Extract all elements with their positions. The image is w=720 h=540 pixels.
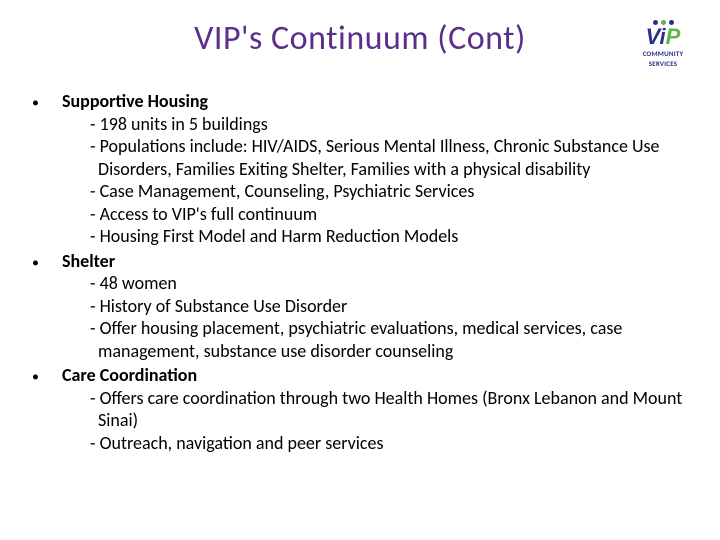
slide: VIP's Continuum (Cont) ViP COMMUNITY SER… [0, 0, 720, 540]
logo-sub1: COMMUNITY [628, 50, 698, 58]
section-header: •Supportive Housing [30, 90, 690, 113]
bullet-icon: • [30, 94, 62, 112]
content-body: •Supportive Housing- 198 units in 5 buil… [30, 90, 690, 456]
section-item: - Housing First Model and Harm Reduction… [30, 225, 690, 248]
logo-sub2: SERVICES [628, 60, 698, 68]
section: •Supportive Housing- 198 units in 5 buil… [30, 90, 690, 248]
section-header: •Shelter [30, 250, 690, 273]
section-header: •Care Coordination [30, 364, 690, 387]
section-item: - 48 women [30, 272, 690, 295]
section-item: - History of Substance Use Disorder [30, 295, 690, 318]
section-item: - Populations include: HIV/AIDS, Serious… [30, 135, 690, 180]
section-item: - 198 units in 5 buildings [30, 113, 690, 136]
section-item: - Access to VIP's full continuum [30, 203, 690, 226]
section-title: Care Coordination [62, 364, 197, 387]
bullet-icon: • [30, 254, 62, 272]
section: •Shelter- 48 women- History of Substance… [30, 250, 690, 363]
logo-p: P [666, 24, 681, 49]
bullet-icon: • [30, 368, 62, 386]
logo-text: ViP [628, 26, 698, 48]
logo-v: V [646, 24, 660, 49]
section-item: - Offers care coordination through two H… [30, 387, 690, 432]
slide-title: VIP's Continuum (Cont) [0, 18, 720, 59]
section-item: - Case Management, Counseling, Psychiatr… [30, 180, 690, 203]
vip-logo: ViP COMMUNITY SERVICES [628, 20, 698, 75]
section-item: - Outreach, navigation and peer services [30, 432, 690, 455]
section: •Care Coordination- Offers care coordina… [30, 364, 690, 454]
section-title: Supportive Housing [62, 90, 208, 113]
section-item: - Offer housing placement, psychiatric e… [30, 317, 690, 362]
section-title: Shelter [62, 250, 115, 273]
